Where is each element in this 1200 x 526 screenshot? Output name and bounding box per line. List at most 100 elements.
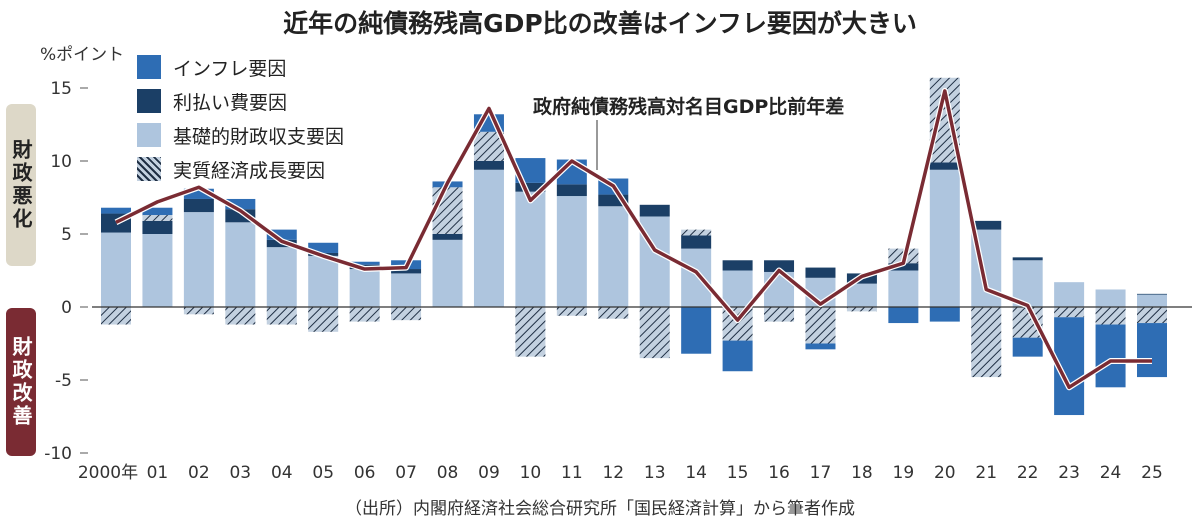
bar-inflation: [722, 340, 753, 372]
bar-growth: [971, 307, 1002, 378]
x-tick-label: 23: [1058, 463, 1080, 483]
x-tick-label: 24: [1100, 463, 1122, 483]
bar-growth: [391, 307, 422, 321]
x-tick-label: 04: [271, 463, 293, 483]
bar-primary: [308, 255, 339, 307]
bar-growth: [225, 307, 256, 325]
x-tick-label: 13: [644, 463, 666, 483]
bar-growth: [1095, 307, 1126, 325]
bar-primary: [722, 270, 753, 307]
bar-interest: [764, 260, 795, 272]
bar-growth: [308, 307, 339, 332]
bar-primary: [929, 169, 960, 307]
legend-swatch: [137, 157, 161, 181]
bar-inflation: [681, 307, 712, 354]
x-tick-label: 16: [768, 463, 790, 483]
y-tick-label: -10: [44, 444, 72, 464]
bar-growth: [432, 187, 463, 234]
bar-growth: [681, 229, 712, 236]
bar-inflation: [1012, 337, 1043, 357]
bar-interest: [1137, 293, 1167, 295]
side-label-worse-box: 財政悪化: [6, 104, 36, 266]
legend-item-inflation: インフレ要因: [137, 50, 344, 84]
y-tick-label: 15: [50, 79, 72, 99]
x-tick-label: 01: [147, 463, 169, 483]
bar-primary: [349, 269, 380, 307]
legend-item-primary: 基礎的財政収支要因: [137, 118, 344, 152]
bar-primary: [101, 232, 131, 307]
legend-label: インフレ要因: [173, 57, 287, 80]
bar-growth: [1054, 307, 1085, 318]
bar-growth: [805, 307, 836, 344]
bar-interest: [391, 269, 422, 274]
bar-growth: [101, 307, 131, 325]
source-note: （出所）内閣府経済社会総合研究所「国民経済計算」から筆者作成: [345, 499, 855, 519]
y-tick-label: -5: [55, 371, 72, 391]
x-tick-label: 15: [727, 463, 749, 483]
bar-growth: [142, 215, 173, 221]
bar-primary: [183, 212, 214, 307]
x-tick-label: 07: [395, 463, 417, 483]
bar-inflation: [1137, 323, 1167, 378]
bar-interest: [183, 198, 214, 213]
y-tick-label: 10: [50, 152, 72, 172]
x-tick-label: 10: [520, 463, 542, 483]
x-tick-label: 06: [354, 463, 376, 483]
bar-primary: [598, 206, 629, 307]
x-tick-label: 02: [188, 463, 210, 483]
bar-interest: [432, 234, 463, 240]
net-debt-line: [115, 89, 1152, 390]
bar-interest: [639, 204, 670, 217]
side-label-better-box: 財政改善: [6, 308, 36, 456]
bar-primary: [846, 283, 877, 307]
bar-primary: [515, 191, 546, 307]
x-tick-label: 2000年: [78, 463, 138, 483]
bar-inflation: [349, 261, 380, 265]
bar-inflation: [805, 343, 836, 350]
bar-interest: [515, 182, 546, 192]
legend-label: 基礎的財政収支要因: [173, 125, 345, 148]
line-annotation: 政府純債務残高対名目GDP比前年差: [533, 96, 845, 118]
bar-growth: [183, 307, 214, 315]
bar-primary: [142, 234, 173, 307]
bar-inflation: [929, 307, 960, 322]
x-tick-label: 12: [602, 463, 624, 483]
y-tick-label: 0: [61, 298, 72, 318]
bar-inflation: [101, 207, 131, 214]
x-tick-label: 18: [851, 463, 873, 483]
legend-swatch: [137, 55, 161, 79]
bar-inflation: [266, 229, 297, 240]
bar-growth: [846, 307, 877, 312]
bar-interest: [722, 260, 753, 271]
bar-primary: [266, 247, 297, 307]
x-tick-label: 21: [975, 463, 997, 483]
y-axis-unit: %ポイント: [40, 45, 125, 65]
bar-growth: [266, 307, 297, 325]
x-tick-label: 09: [478, 463, 500, 483]
bar-interest: [888, 263, 919, 271]
bar-growth: [556, 307, 587, 316]
bar-inflation: [225, 198, 256, 210]
legend-swatch: [137, 89, 161, 113]
bar-primary: [1095, 289, 1126, 307]
legend-item-growth: 実質経済成長要因: [137, 152, 344, 186]
side-label-worse: 財政悪化: [9, 139, 33, 231]
bar-interest: [556, 184, 587, 197]
bar-primary: [225, 222, 256, 307]
bar-interest: [971, 220, 1002, 230]
bar-interest: [929, 162, 960, 170]
bar-growth: [598, 307, 629, 319]
bar-interest: [681, 235, 712, 249]
legend-item-interest: 利払い費要因: [137, 84, 344, 118]
x-tick-label: 05: [312, 463, 334, 483]
bar-inflation: [1095, 324, 1126, 388]
bar-growth: [639, 307, 670, 359]
bar-growth: [1137, 307, 1167, 324]
legend-label: 実質経済成長要因: [173, 159, 326, 182]
bar-primary: [1137, 294, 1167, 307]
bar-primary: [1054, 282, 1085, 307]
bar-interest: [598, 194, 629, 207]
x-tick-label: 25: [1141, 463, 1163, 483]
x-tick-label: 11: [561, 463, 583, 483]
